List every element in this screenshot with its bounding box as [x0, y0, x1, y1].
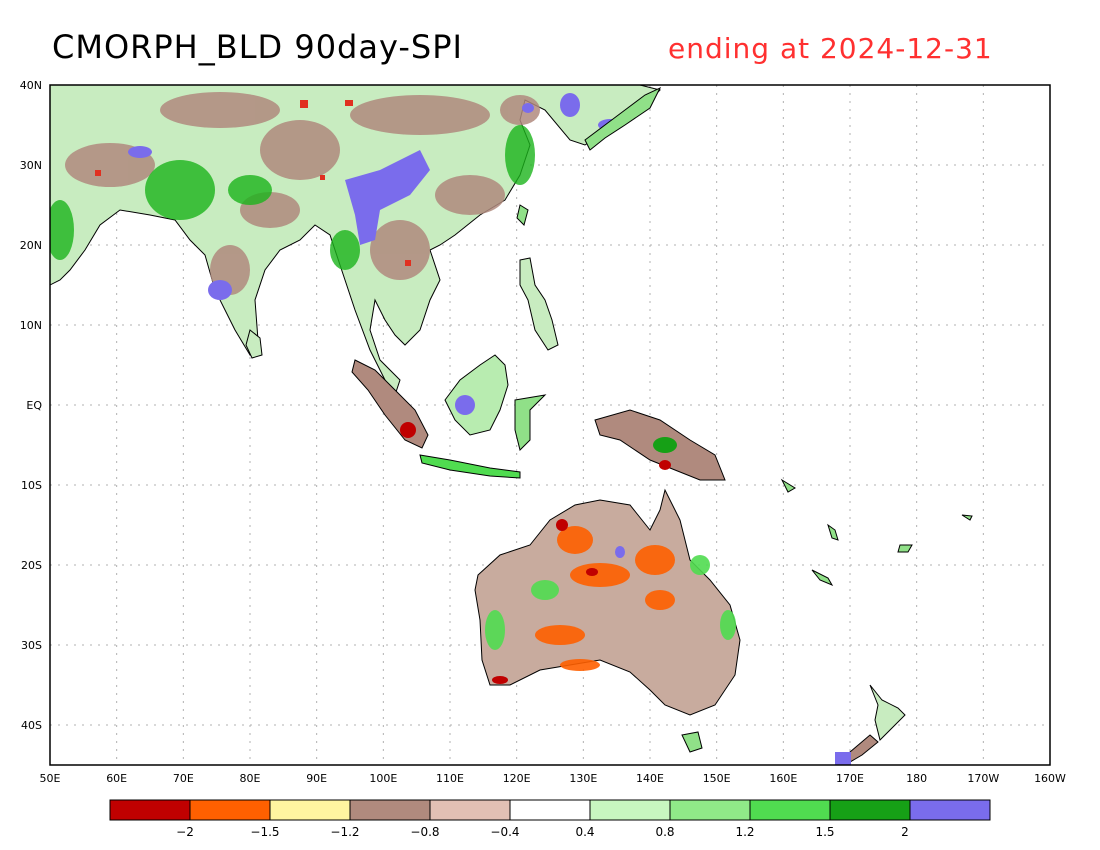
lat-tick-label: 40S — [21, 719, 42, 732]
lon-tick-label: 100E — [369, 772, 397, 785]
color-bar-label: −0.8 — [410, 825, 439, 839]
land-layer — [50, 85, 973, 765]
map-subtitle: ending at 2024-12-31 — [668, 32, 993, 65]
lat-tick-label: 20N — [20, 239, 42, 252]
color-bar-label: 2 — [901, 825, 909, 839]
new-zealand-north-island — [869, 684, 906, 741]
color-bar-swatch — [829, 799, 911, 821]
philippines — [519, 257, 559, 351]
lat-tick-label: 40N — [20, 79, 42, 92]
lon-tick-label: 150E — [703, 772, 731, 785]
lat-tick-label: EQ — [26, 399, 42, 412]
color-bar-label: −1.2 — [330, 825, 359, 839]
lat-tick-label: 10N — [20, 319, 42, 332]
lat-tick-label: 10S — [21, 479, 42, 492]
lon-tick-label: 70E — [173, 772, 194, 785]
tasmania-island — [681, 731, 703, 753]
lon-tick-label: 120E — [503, 772, 531, 785]
color-bar-swatch — [909, 799, 991, 821]
color-bar-label: 0.8 — [655, 825, 674, 839]
asia-dry-patches — [65, 92, 540, 295]
color-bar-label: −1.5 — [250, 825, 279, 839]
map-frame — [49, 84, 1051, 766]
lon-tick-label: 80E — [240, 772, 261, 785]
lon-tick-label: 160E — [769, 772, 797, 785]
color-bar-swatch — [429, 799, 511, 821]
australia-dry-patches — [535, 526, 675, 671]
lon-tick-label: 50E — [40, 772, 61, 785]
pacific-islands — [780, 478, 973, 587]
color-bar-swatch — [669, 799, 751, 821]
lon-tick-label: 110E — [436, 772, 464, 785]
lon-tick-label: 90E — [306, 772, 327, 785]
taiwan-island — [516, 204, 529, 226]
color-bar-swatch — [269, 799, 351, 821]
color-bar-labels: −2 −1.5 −1.2 −0.8 −0.4 0.4 0.8 1.2 1.5 2 — [176, 825, 909, 839]
nz-wet-spot — [835, 752, 851, 765]
lon-tick-label: 140E — [636, 772, 664, 785]
lon-tick-label: 60E — [106, 772, 127, 785]
color-bar-swatch — [189, 799, 271, 821]
color-bar — [109, 799, 991, 821]
australia-continent — [474, 488, 741, 716]
borneo-wet-spot — [455, 395, 475, 415]
lon-tick-label: 170W — [967, 772, 999, 785]
color-bar-swatch — [589, 799, 671, 821]
asia-dry-spots — [95, 100, 411, 266]
lon-tick-label: 180 — [906, 772, 927, 785]
sri-lanka-island — [245, 329, 263, 359]
longitude-labels: 50E 60E 70E 80E 90E 100E 110E 120E 130E 140E 150E 1… — [40, 772, 1067, 785]
asia-wet-patches — [50, 125, 535, 270]
color-bar-swatch — [109, 799, 191, 821]
lat-tick-label: 30S — [21, 639, 42, 652]
png-dry-spot — [659, 460, 671, 470]
color-bar-swatch — [349, 799, 431, 821]
color-bar-label: −2 — [176, 825, 194, 839]
lat-tick-label: 20S — [21, 559, 42, 572]
color-bar-swatch — [749, 799, 831, 821]
borneo-island — [444, 354, 509, 436]
map-title: CMORPH_BLD 90day-SPI — [52, 28, 463, 66]
png-wet-spot — [653, 437, 677, 453]
color-bar-label: 1.5 — [815, 825, 834, 839]
sulawesi-island — [514, 394, 547, 451]
japan-island — [584, 86, 662, 151]
australia-wet-patches — [485, 555, 736, 650]
lon-tick-label: 160W — [1034, 772, 1066, 785]
australia-very-dry-spots — [492, 519, 598, 684]
color-bar-label: 0.4 — [575, 825, 594, 839]
java-island — [419, 454, 521, 479]
latitude-labels: 40N 30N 20N 10N EQ 10S 20S 30S 40S — [20, 79, 43, 732]
lon-tick-label: 130E — [569, 772, 597, 785]
australia-very-wet-spot — [615, 546, 625, 558]
color-bar-label: −0.4 — [490, 825, 519, 839]
lat-tick-label: 30N — [20, 159, 42, 172]
lon-tick-label: 170E — [836, 772, 864, 785]
color-bar-swatch — [509, 799, 591, 821]
color-bar-label: 1.2 — [735, 825, 754, 839]
sumatra-dry-spot — [400, 422, 416, 438]
